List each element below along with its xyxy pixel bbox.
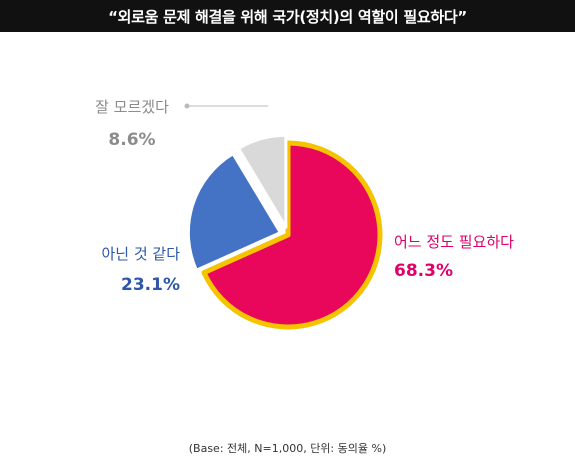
slice-label-0: 어느 정도 필요하다 [394, 233, 514, 251]
chart-title: “외로움 문제 해결을 위해 국가(정치)의 역할이 필요하다” [0, 0, 575, 32]
base-note: (Base: 전체, N=1,000, 단위: 동의율 %) [188, 442, 387, 455]
pie-slice-1 [186, 152, 282, 272]
slice-value-0: 68.3% [394, 261, 453, 281]
slice-label-1: 아닌 것 같다 [101, 245, 180, 263]
slice-value-1: 23.1% [121, 275, 180, 295]
pie-slice-2 [237, 133, 288, 229]
slice-value-2: 8.6% [108, 130, 155, 150]
slice-label-2: 잘 모르겠다 [95, 98, 169, 116]
pie-slices [186, 133, 383, 330]
leader-dot [184, 103, 190, 109]
pie-slice-0 [201, 140, 383, 330]
